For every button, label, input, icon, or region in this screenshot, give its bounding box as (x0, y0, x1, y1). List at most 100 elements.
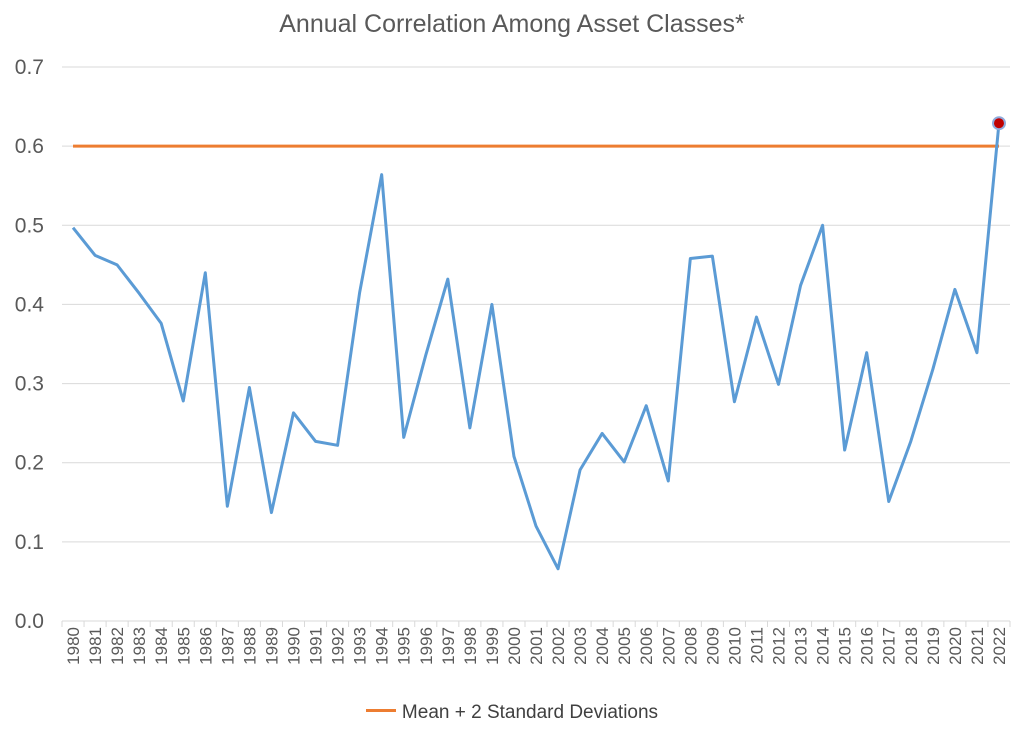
x-tick-label: 2009 (703, 627, 722, 665)
data-point (225, 504, 229, 508)
legend: Mean + 2 Standard Deviations (0, 702, 1024, 724)
data-point (931, 367, 935, 371)
data-point (666, 479, 670, 483)
x-tick-label: 1987 (218, 627, 237, 665)
legend-swatch-threshold (365, 709, 396, 713)
y-tick-label: 0.0 (15, 610, 44, 633)
x-tick-label: 1981 (86, 627, 105, 665)
data-point (380, 173, 384, 177)
data-point (821, 223, 825, 227)
chart-title: Annual Correlation Among Asset Classes* (279, 10, 745, 38)
legend-label-threshold: Mean + 2 Standard Deviations (401, 702, 659, 723)
x-tick-label: 2002 (549, 627, 568, 665)
x-tick-label: 2017 (880, 627, 899, 665)
y-tick-label: 0.2 (15, 452, 44, 475)
data-point (336, 443, 340, 447)
x-tick-label: 2010 (725, 627, 744, 665)
series-layer (71, 116, 1006, 571)
data-point (358, 291, 362, 295)
x-tick-label: 2011 (747, 627, 766, 664)
correlation-series-line (71, 123, 1001, 571)
y-tick-label: 0.5 (15, 214, 44, 237)
x-tick-label: 2014 (814, 627, 833, 665)
x-tick-label: 2015 (836, 627, 855, 665)
data-point (732, 400, 736, 404)
x-tick-label: 2008 (681, 627, 700, 665)
x-tick-label: 1984 (152, 627, 171, 665)
x-tick-label: 1989 (262, 627, 281, 665)
gridlines (62, 66, 1010, 622)
x-tick-label: 1993 (351, 627, 370, 665)
x-tick-label: 1980 (64, 627, 83, 665)
data-point (799, 283, 803, 287)
x-tick-label: 1994 (373, 627, 392, 665)
y-tick-label: 0.6 (15, 135, 44, 158)
x-tick-label: 2012 (770, 627, 789, 665)
x-tick-label: 2016 (858, 627, 877, 665)
data-point (975, 351, 979, 355)
x-tick-label: 1986 (196, 627, 215, 665)
data-point (644, 404, 648, 408)
data-point (159, 321, 163, 325)
data-point (291, 411, 295, 415)
data-point (622, 460, 626, 464)
data-point (953, 287, 957, 291)
x-tick-label: 1999 (483, 627, 502, 665)
data-point (512, 454, 516, 458)
data-point (556, 567, 560, 571)
y-tick-label: 0.1 (15, 531, 44, 554)
data-point (115, 263, 119, 267)
y-tick-label: 0.7 (15, 56, 44, 79)
x-tick-label: 2003 (571, 627, 590, 665)
data-point (269, 511, 273, 515)
x-tick-label: 2018 (902, 627, 921, 665)
x-tick-label: 1995 (395, 627, 414, 665)
x-axis-ticks: 1980 1981 1982 1983 1984 1985 1986 1987 1988 1989… (61, 621, 1011, 665)
x-tick-label: 1998 (461, 627, 480, 665)
x-tick-label: 1997 (439, 627, 458, 665)
data-point (203, 271, 207, 275)
data-point (402, 435, 406, 439)
y-axis-ticks: 0.0 0.1 0.2 0.3 0.4 0.5 0.6 0.7 (15, 56, 45, 633)
data-point (909, 439, 913, 443)
data-point (446, 277, 450, 281)
data-point (710, 254, 714, 258)
data-point (578, 468, 582, 472)
x-tick-label: 2022 (990, 627, 1009, 665)
data-point (865, 351, 869, 355)
x-tick-label: 2000 (505, 627, 524, 665)
x-tick-label: 1990 (284, 627, 303, 665)
x-tick-label: 2019 (924, 627, 943, 665)
data-point (468, 426, 472, 430)
x-tick-label: 1982 (108, 627, 127, 665)
x-tick-label: 1996 (417, 627, 436, 665)
data-point (887, 499, 891, 503)
data-point (247, 386, 251, 390)
x-tick-label: 1985 (174, 627, 193, 665)
x-tick-label: 1988 (240, 627, 259, 665)
data-point (600, 431, 604, 435)
y-tick-label: 0.4 (15, 293, 45, 316)
data-point (754, 315, 758, 319)
highlight-point-2022 (991, 116, 1006, 131)
x-tick-label: 2021 (968, 627, 987, 665)
data-point (490, 302, 494, 306)
y-tick-label: 0.3 (15, 373, 44, 396)
data-point (93, 253, 97, 257)
x-tick-label: 1991 (307, 627, 326, 665)
x-tick-label: 2020 (946, 627, 965, 665)
x-tick-label: 2013 (792, 627, 811, 665)
x-tick-label: 2007 (659, 627, 678, 665)
data-point (314, 439, 318, 443)
x-tick-label: 1992 (329, 627, 348, 665)
x-tick-label: 2001 (527, 627, 546, 665)
data-point (424, 353, 428, 357)
data-point (71, 226, 75, 230)
data-point (534, 524, 538, 528)
data-point (777, 382, 781, 386)
x-tick-label: 1983 (130, 627, 149, 665)
x-tick-label: 2005 (615, 627, 634, 665)
data-point (843, 448, 847, 452)
x-tick-label: 2004 (593, 627, 612, 665)
